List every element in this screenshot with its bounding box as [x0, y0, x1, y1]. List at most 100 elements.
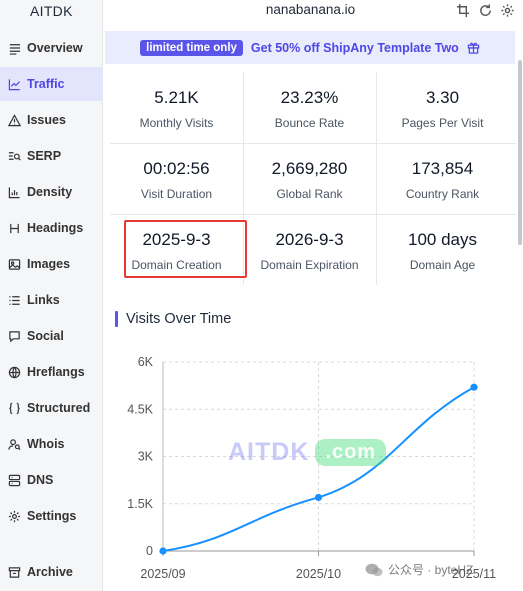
sidebar-item-label: DNS — [27, 473, 54, 487]
sidebar-item-hreflangs[interactable]: Hreflangs — [0, 355, 103, 389]
stat-value: 00:02:56 — [143, 159, 210, 178]
sidebar-item-links[interactable]: Links — [0, 283, 103, 317]
x-tick-label: 2025/11 — [452, 567, 496, 581]
stat-card: 3.30 Pages Per Visit — [376, 72, 509, 142]
server-icon — [8, 474, 21, 487]
sidebar-item-label: Links — [27, 293, 60, 307]
sidebar-item-label: Whois — [27, 437, 65, 451]
stat-value: 5.21K — [154, 88, 199, 107]
wechat-overlay: 公众号 · byteHZ — [365, 561, 473, 578]
brand-logo: AITDK — [30, 3, 73, 19]
watermark-text: AITDK — [228, 438, 310, 466]
sidebar-item-label: Traffic — [27, 77, 65, 91]
sidebar-item-whois[interactable]: Whois — [0, 427, 103, 461]
stat-value: 23.23% — [280, 88, 339, 107]
sidebar-item-images[interactable]: Images — [0, 247, 103, 281]
crop-icon[interactable] — [456, 3, 471, 18]
stat-label: Country Rank — [405, 187, 480, 201]
watermark-suffix: .com — [315, 439, 387, 466]
sidebar-item-label: Settings — [27, 509, 77, 523]
sidebar-item-serp[interactable]: SERP — [0, 139, 103, 173]
sidebar-item-label: Images — [27, 257, 71, 271]
stat-card: 173,854 Country Rank — [376, 143, 509, 213]
user-search-icon — [8, 438, 21, 451]
sidebar: AITDK Overview Traffic Issues SERP Density He… — [0, 0, 103, 591]
sidebar-item-label: Social — [27, 329, 64, 343]
stat-label: Monthly Visits — [139, 116, 214, 130]
stat-card: 2026-9-3 Domain Expiration — [243, 214, 376, 284]
stat-value: 2026-9-3 — [275, 230, 344, 249]
sidebar-item-social[interactable]: Social — [0, 319, 103, 353]
sidebar-item-dns[interactable]: DNS — [0, 463, 103, 497]
gear-icon[interactable] — [500, 3, 515, 18]
stat-card: 2,669,280 Global Rank — [243, 143, 376, 213]
sidebar-item-structured[interactable]: Structured — [0, 391, 103, 425]
sidebar-item-traffic[interactable]: Traffic — [0, 67, 103, 101]
serp-icon — [8, 150, 21, 163]
x-tick-label: 2025/10 — [296, 567, 341, 581]
top-bar: nanabanana.io — [103, 0, 523, 24]
heading-icon — [8, 222, 21, 235]
sidebar-item-label: Issues — [27, 113, 66, 127]
data-point — [470, 383, 478, 391]
y-tick-label: 3K — [138, 450, 154, 464]
sidebar-item-overview[interactable]: Overview — [0, 31, 103, 65]
chat-icon — [8, 330, 21, 343]
sidebar-item-headings[interactable]: Headings — [0, 211, 103, 245]
refresh-icon[interactable] — [478, 3, 493, 18]
y-tick-label: 0 — [146, 544, 153, 558]
stat-label: Domain Creation — [131, 258, 222, 272]
sidebar-item-label: Archive — [27, 565, 73, 579]
braces-icon — [8, 402, 21, 415]
title-accent-bar — [115, 311, 118, 327]
sidebar-item-issues[interactable]: Issues — [0, 103, 103, 137]
gear-icon — [8, 510, 21, 523]
sidebar-item-label: Hreflangs — [27, 365, 85, 379]
wechat-icon — [365, 563, 383, 577]
aitdk-watermark: AITDK .com — [228, 438, 387, 467]
x-tick-label: 2025/09 — [140, 567, 185, 581]
promo-badge: limited time only — [140, 39, 243, 56]
y-tick-label: 6K — [138, 355, 154, 369]
data-point — [159, 547, 167, 555]
wechat-overlay-text: 公众号 · byteHZ — [388, 563, 474, 577]
stat-card: 5.21K Monthly Visits — [110, 72, 243, 142]
top-actions — [456, 3, 515, 18]
hamburger-icon — [8, 42, 21, 55]
sidebar-item-archive[interactable]: Archive — [0, 555, 103, 589]
sidebar-item-settings[interactable]: Settings — [0, 499, 103, 533]
promo-text[interactable]: Get 50% off ShipAny Template Two — [250, 40, 459, 55]
domain-title: nanabanana.io — [265, 2, 356, 17]
stat-card: 2025-9-3 Domain Creation — [110, 214, 243, 284]
stat-value: 2025-9-3 — [142, 230, 211, 249]
scrollbar[interactable] — [518, 60, 522, 245]
sidebar-item-label: Headings — [27, 221, 84, 235]
y-tick-label: 4.5K — [127, 402, 153, 416]
chart-title: Visits Over Time — [115, 310, 231, 328]
visits-chart: 0 1.5K 3K 4.5K 6K 2025/09 2025/10 2025/11 — [127, 355, 496, 581]
gift-icon — [467, 41, 480, 54]
stat-card: 23.23% Bounce Rate — [243, 72, 376, 142]
stat-value: 2,669,280 — [271, 159, 348, 178]
sidebar-item-label: SERP — [27, 149, 62, 163]
stat-value: 173,854 — [411, 159, 474, 178]
globe-icon — [8, 366, 21, 379]
stat-value: 100 days — [408, 230, 477, 249]
sidebar-item-label: Structured — [27, 401, 91, 415]
archive-icon — [8, 566, 21, 579]
list-icon — [8, 294, 21, 307]
stats-grid: 5.21K Monthly Visits 23.23% Bounce Rate 3.30… — [110, 72, 516, 285]
stat-card: 100 days Domain Age — [376, 214, 509, 284]
highlight-box — [124, 220, 247, 278]
promo-banner[interactable]: limited time only Get 50% off ShipAny Te… — [105, 31, 515, 64]
stat-label: Global Rank — [276, 187, 343, 201]
sidebar-item-label: Density — [27, 185, 73, 199]
warning-icon — [8, 113, 21, 127]
stat-label: Domain Age — [409, 258, 476, 272]
stat-label: Bounce Rate — [274, 116, 345, 130]
sidebar-item-label: Overview — [27, 41, 83, 55]
sidebar-item-density[interactable]: Density — [0, 175, 103, 209]
image-icon — [8, 258, 21, 271]
bar-chart-icon — [8, 186, 21, 199]
